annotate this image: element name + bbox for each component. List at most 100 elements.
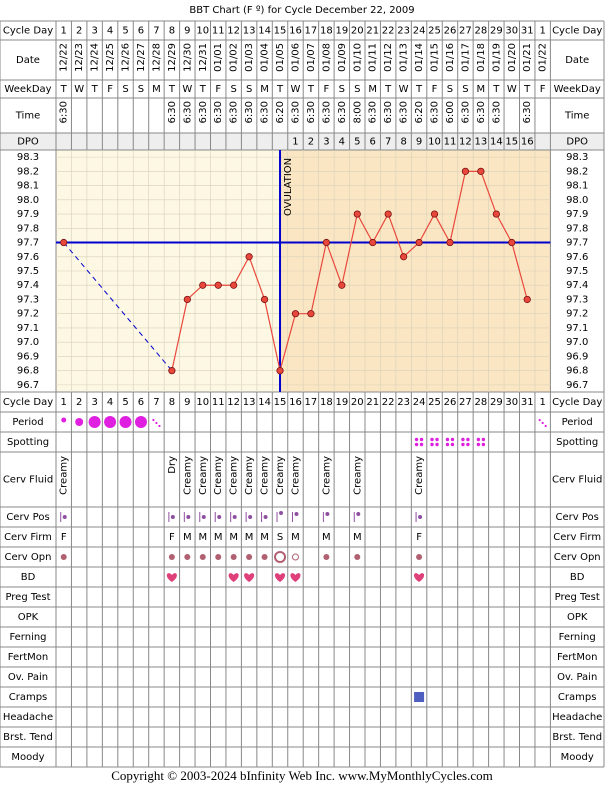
weekday-cell: M (260, 84, 269, 95)
dpo-bg (0, 133, 604, 150)
cycle_day-cell: 20 (351, 397, 364, 408)
spotting-icon (466, 437, 470, 442)
cerv-pos-dot (294, 512, 299, 516)
y-tick-label: 98.2 (566, 166, 588, 177)
date-cell: 01/16 (445, 43, 456, 72)
cycle_day-cell: 12 (227, 397, 240, 408)
spotting-icon (430, 442, 434, 447)
cycle_day-cell: 4 (107, 397, 113, 408)
cycle_day-cell: 17 (305, 26, 318, 37)
time-cell: 6:20 (275, 101, 286, 123)
cycle_day-cell: 9 (184, 397, 190, 408)
time-cell: 6:30 (522, 101, 533, 123)
y-tick-label: 97.4 (566, 280, 588, 291)
time-cell: 6:30 (383, 101, 394, 123)
cycle_day-cell: 21 (366, 397, 379, 408)
weekday-cell: F (540, 84, 546, 95)
cerv_fluid-cell: Creamy (213, 456, 224, 495)
date-cell: 12/24 (90, 43, 101, 72)
date-cell: 01/11 (368, 43, 379, 72)
dpo-cell: 10 (428, 137, 441, 148)
period-spot-icon (538, 418, 541, 422)
y-tick-label: 96.8 (17, 366, 39, 377)
date-cell: 01/22 (538, 43, 549, 72)
weekday-cell: M (152, 84, 161, 95)
row-label: Cramps (9, 692, 48, 703)
y-tick-label: 98.3 (17, 152, 39, 163)
cerv_fluid-cell: Creamy (275, 456, 286, 495)
dpo-cell: 8 (400, 137, 406, 148)
spotting-icon (430, 437, 434, 442)
dpo-cell: 13 (475, 137, 488, 148)
row-label: Cerv Opn (5, 552, 52, 563)
cerv_firm-cell: F (169, 532, 175, 543)
date-cell: 12/25 (105, 43, 116, 72)
y-tick-label: 97.1 (566, 323, 588, 334)
date-cell: 01/02 (229, 43, 240, 72)
row-label: Cerv Opn (554, 552, 601, 563)
cycle_day-cell: 5 (122, 397, 128, 408)
cerv_firm-cell: M (322, 532, 331, 543)
weekday-cell: T (307, 84, 315, 95)
date-cell: 12/23 (74, 43, 85, 72)
y-tick-label: 98.1 (566, 181, 588, 192)
temp-point (430, 210, 439, 218)
y-tick-label: 97.0 (17, 337, 39, 348)
y-tick-label: 97.2 (17, 309, 39, 320)
cerv-pos-dot (248, 515, 253, 519)
row-label: Cramps (558, 692, 597, 703)
temp-point (214, 281, 222, 289)
cerv_fluid-cell: Creamy (229, 456, 240, 495)
cycle_day-cell: 24 (413, 26, 426, 37)
cycle_day-cell: 27 (459, 26, 472, 37)
cerv_fluid-cell: Creamy (182, 456, 193, 495)
y-tick-label: 96.9 (17, 351, 39, 362)
date-cell: 01/04 (260, 43, 271, 72)
cerv_firm-cell: M (198, 532, 207, 543)
chart-title: BBT Chart (F º) for Cycle December 22, 2… (189, 5, 414, 16)
cycle_day-cell: 25 (428, 26, 441, 37)
y-tick-label: 97.3 (17, 294, 39, 305)
date-cell: 01/17 (460, 43, 471, 72)
row-label: WeekDay (4, 84, 51, 95)
period-spot-icon (544, 424, 547, 428)
date-cell: 01/08 (321, 43, 332, 72)
date-cell: 12/26 (121, 43, 132, 72)
cerv-pos-dot (232, 515, 237, 519)
cerv_fluid-cell: Creamy (198, 456, 209, 495)
date-cell: 01/07 (306, 43, 317, 72)
row-label: Brst. Tend (552, 732, 602, 743)
cerv-opn-medium (291, 553, 299, 561)
row-label: FertMon (557, 652, 597, 663)
y-tick-label: 98.1 (17, 181, 39, 192)
spotting-icon (419, 437, 424, 442)
cerv-pos-dot (325, 512, 330, 516)
cycle_day-cell: 31 (521, 397, 534, 408)
cycle_day-cell: 26 (444, 397, 457, 408)
temp-point (260, 295, 269, 304)
row-label: Cycle Day (552, 26, 602, 37)
temp-point (508, 238, 516, 247)
cerv-opn-dot (199, 554, 206, 560)
dpo-cell: 5 (354, 137, 360, 148)
spotting-icon (481, 437, 486, 442)
date-cell: 01/18 (476, 43, 487, 72)
y-tick-label: 96.7 (17, 380, 39, 391)
spotting-icon (476, 437, 481, 442)
cycle_day-cell: 3 (91, 26, 97, 37)
y-tick-label: 97.6 (17, 252, 39, 263)
cycle_day-cell: 18 (320, 397, 333, 408)
spotting-icon (435, 437, 439, 442)
spotting-icon (450, 442, 455, 447)
cerv-opn-dot (184, 554, 191, 560)
row-label: Headache (552, 712, 602, 723)
row-label: Cycle Day (3, 26, 53, 37)
time-cell: 6:30 (399, 101, 410, 123)
row-label: Cerv Firm (553, 532, 601, 543)
cycle_day-cell: 19 (335, 397, 348, 408)
cycle_day-cell: 19 (335, 26, 348, 37)
dpo-cell: 11 (444, 137, 457, 148)
spotting-icon (414, 442, 419, 447)
row-label: BD (21, 572, 36, 583)
